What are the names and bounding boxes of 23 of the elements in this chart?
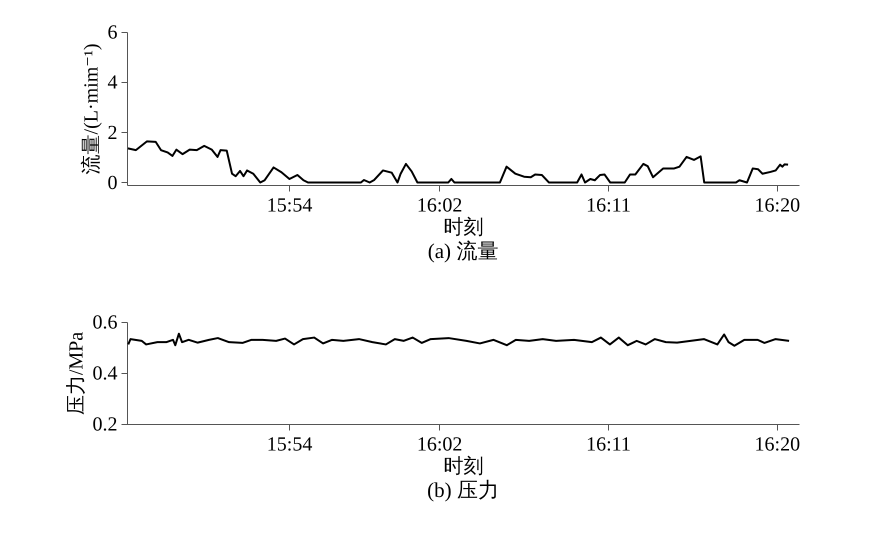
- y-tick-label: 0.4: [92, 362, 118, 384]
- x-tick-label: 16:20: [754, 194, 800, 216]
- line-series: [127, 332, 790, 347]
- x-tick-label: 16:02: [416, 194, 462, 216]
- text: (a) 流量: [428, 239, 498, 263]
- y-tick-label: 6: [108, 22, 118, 44]
- y-tick-label: 2: [108, 122, 118, 144]
- text: (b) 压力: [427, 478, 499, 502]
- x-axis-title: 时刻: [444, 216, 484, 238]
- x-tick-label: 15:54: [266, 194, 312, 216]
- y-axis-title: 压力/MPa: [66, 332, 88, 416]
- x-axis-title: 时刻: [444, 456, 484, 478]
- y-axis-title: 流量/(L·mim⁻¹): [80, 44, 102, 174]
- x-tick-label: 16:11: [586, 434, 631, 456]
- x-tick-label: 15:54: [266, 434, 312, 456]
- line-series: [126, 140, 790, 184]
- y-tick-label: 0: [108, 172, 118, 194]
- x-tick-label: 16:20: [754, 434, 800, 456]
- x-tick-label: 16:11: [586, 194, 631, 216]
- y-tick-label: 0.6: [92, 312, 118, 334]
- y-tick-label: 4: [108, 72, 118, 94]
- y-tick-label: 0.2: [92, 414, 118, 436]
- x-tick-label: 16:02: [416, 434, 462, 456]
